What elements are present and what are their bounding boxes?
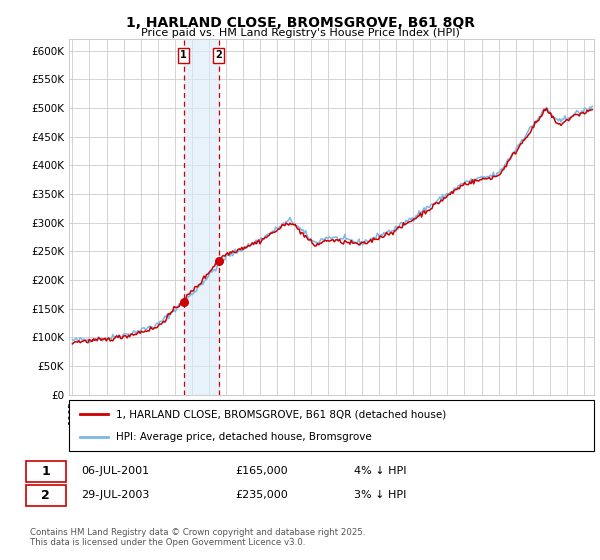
Text: £165,000: £165,000 <box>235 466 288 476</box>
FancyBboxPatch shape <box>26 461 66 482</box>
FancyBboxPatch shape <box>26 486 66 506</box>
Text: 06-JUL-2001: 06-JUL-2001 <box>82 466 149 476</box>
Text: HPI: Average price, detached house, Bromsgrove: HPI: Average price, detached house, Brom… <box>116 432 372 442</box>
Text: 3% ↓ HPI: 3% ↓ HPI <box>354 490 406 500</box>
Text: 1: 1 <box>180 50 187 60</box>
Text: 1: 1 <box>41 465 50 478</box>
Text: Contains HM Land Registry data © Crown copyright and database right 2025.
This d: Contains HM Land Registry data © Crown c… <box>30 528 365 547</box>
Text: 2: 2 <box>215 50 222 60</box>
Text: 1, HARLAND CLOSE, BROMSGROVE, B61 8QR: 1, HARLAND CLOSE, BROMSGROVE, B61 8QR <box>125 16 475 30</box>
Text: £235,000: £235,000 <box>235 490 288 500</box>
FancyBboxPatch shape <box>69 400 594 451</box>
Bar <box>184 39 218 395</box>
Text: 2: 2 <box>41 489 50 502</box>
Text: 4% ↓ HPI: 4% ↓ HPI <box>354 466 407 476</box>
Text: 29-JUL-2003: 29-JUL-2003 <box>82 490 149 500</box>
Text: 1, HARLAND CLOSE, BROMSGROVE, B61 8QR (detached house): 1, HARLAND CLOSE, BROMSGROVE, B61 8QR (d… <box>116 409 446 419</box>
Text: Price paid vs. HM Land Registry's House Price Index (HPI): Price paid vs. HM Land Registry's House … <box>140 28 460 38</box>
